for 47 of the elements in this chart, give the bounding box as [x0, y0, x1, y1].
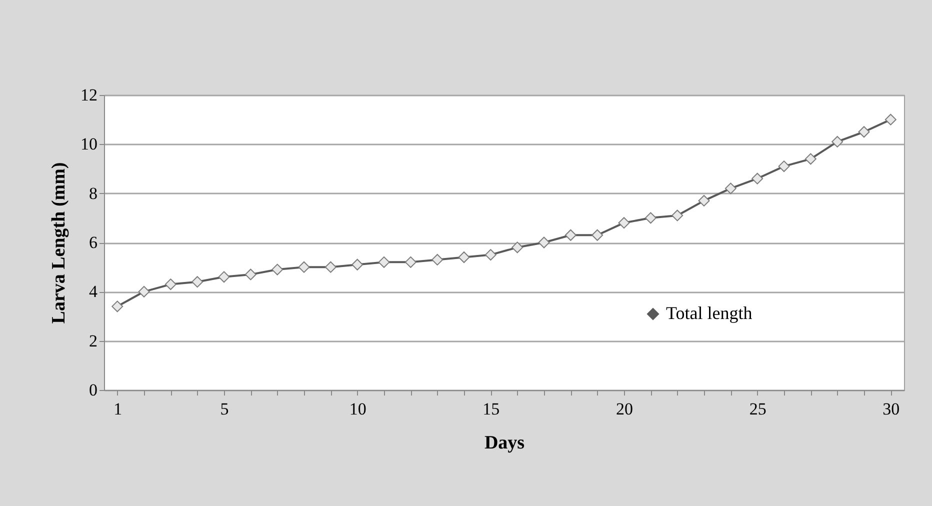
y-tick-label: 12 — [80, 86, 98, 104]
point — [298, 261, 310, 273]
y-tick-label: 8 — [89, 184, 98, 203]
point — [324, 261, 336, 273]
point — [484, 249, 496, 261]
y-tick-label: 0 — [89, 380, 98, 400]
y-tick-label: 4 — [89, 282, 98, 302]
point — [672, 210, 684, 222]
x-tick-label: 10 — [349, 400, 366, 418]
point — [432, 254, 444, 266]
x-axis-title: Days — [484, 432, 525, 454]
point — [404, 256, 416, 268]
x-tick-label: 5 — [220, 400, 229, 418]
point — [272, 264, 284, 276]
point — [512, 242, 524, 254]
point — [592, 229, 604, 241]
y-axis-title: Larva Length (mm) — [48, 162, 70, 324]
point — [724, 182, 736, 194]
point — [778, 160, 790, 172]
point — [352, 258, 364, 270]
point — [218, 271, 230, 283]
point — [378, 256, 390, 268]
x-tick-label: 30 — [882, 400, 900, 418]
legend-label: Total length — [666, 303, 752, 323]
point — [112, 300, 124, 312]
point — [804, 153, 816, 165]
point — [138, 286, 150, 298]
x-tick-label: 20 — [616, 400, 633, 418]
x-tick-label: 1 — [114, 400, 122, 418]
point — [458, 252, 470, 263]
x-tick-label: 25 — [749, 400, 766, 418]
point — [644, 212, 656, 224]
point — [618, 217, 630, 229]
point — [244, 268, 256, 280]
point — [832, 136, 844, 148]
x-tick-label: 15 — [482, 400, 500, 418]
y-tick-label: 2 — [89, 331, 98, 350]
y-tick-label: 6 — [89, 233, 98, 252]
point — [164, 278, 176, 290]
point — [752, 172, 764, 184]
point — [538, 236, 550, 248]
point — [884, 114, 896, 126]
point — [564, 229, 576, 241]
y-tick-label: 10 — [80, 134, 98, 154]
point — [858, 126, 870, 138]
point — [698, 194, 710, 206]
point — [192, 276, 204, 288]
